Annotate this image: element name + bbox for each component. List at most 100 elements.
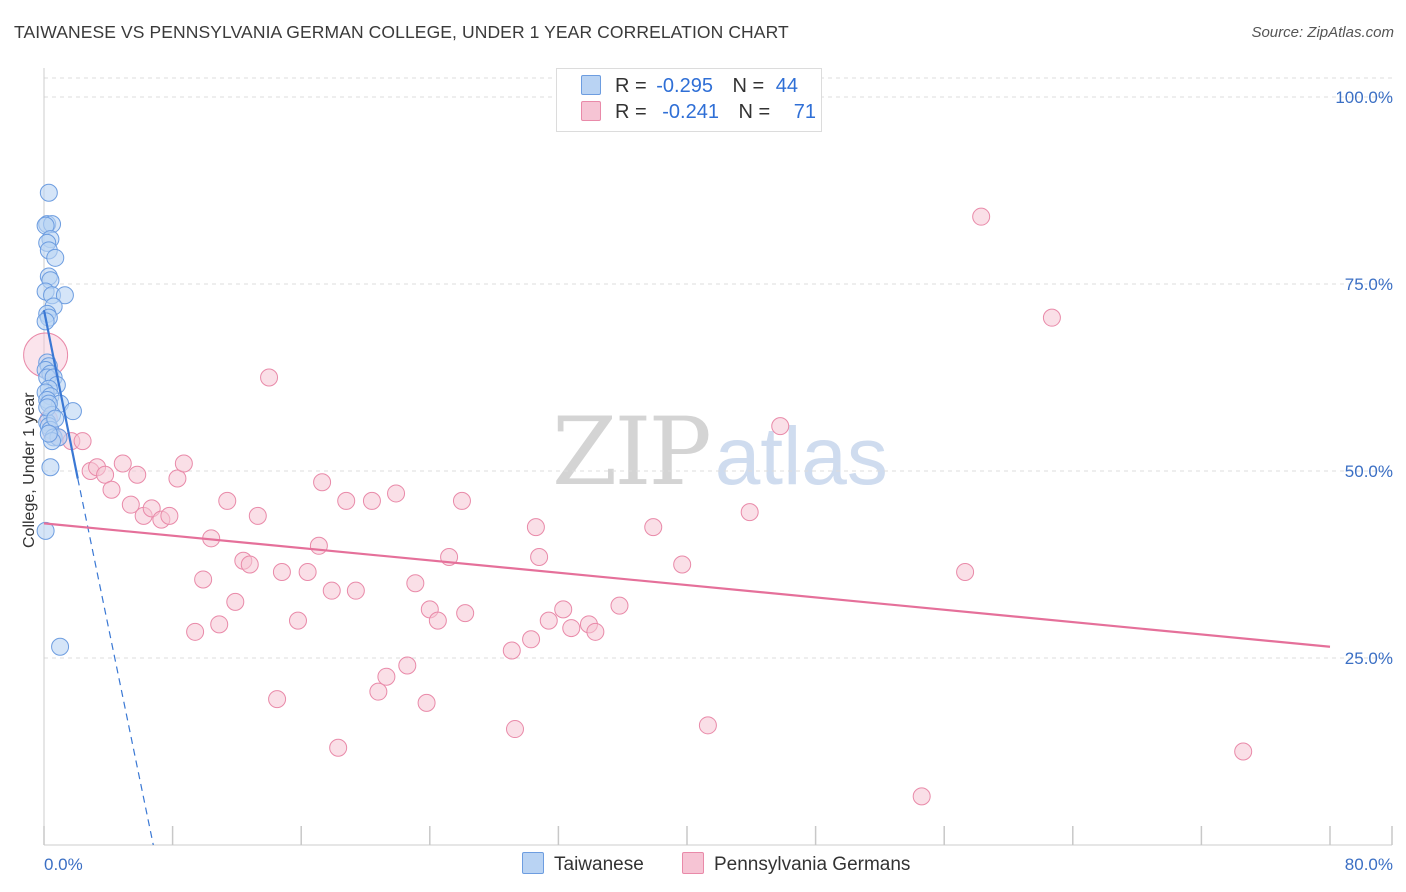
legend-r-value: -0.295: [656, 75, 713, 97]
pennsylvania-trend-line: [43, 522, 1331, 648]
pennsylvania-point: [673, 555, 692, 574]
pennsylvania-point: [377, 667, 396, 686]
pennsylvania-point: [128, 465, 147, 484]
taiwanese-points: [36, 183, 82, 656]
watermark: ZIPatlas: [552, 398, 888, 507]
pennsylvania-point: [562, 619, 581, 638]
pennsylvania-point: [337, 491, 356, 510]
pennsylvania-point: [406, 574, 425, 593]
pennsylvania-point: [610, 596, 629, 615]
pennsylvania-point: [272, 562, 291, 581]
taiwanese-point: [36, 521, 55, 540]
pennsylvania-point: [362, 491, 381, 510]
bottom-legend-taiwanese: Taiwanese: [522, 852, 644, 876]
bottom-label-pennsylvania: Pennsylvania Germans: [714, 854, 911, 875]
legend-swatch-pennsylvania: [581, 101, 601, 121]
pennsylvania-point: [96, 465, 115, 484]
x-tick-label: 80.0%: [1345, 855, 1393, 874]
pennsylvania-point: [260, 368, 279, 387]
pennsylvania-point: [530, 548, 549, 567]
pennsylvania-point: [505, 720, 524, 739]
watermark-zip: ZIP: [552, 398, 712, 507]
pennsylvania-point: [740, 503, 759, 522]
legend-r-value: -0.241: [662, 101, 719, 123]
pennsylvania-point: [387, 484, 406, 503]
pennsylvania-point: [554, 600, 573, 619]
pennsylvania-point: [502, 641, 521, 660]
pennsylvania-point: [186, 622, 205, 641]
chart-title: TAIWANESE VS PENNSYLVANIA GERMAN COLLEGE…: [14, 22, 789, 42]
pennsylvania-point: [956, 562, 975, 581]
pennsylvania-point: [1042, 308, 1061, 327]
legend-swatch-taiwanese: [581, 75, 601, 95]
y-tick-label: 100.0%: [1335, 88, 1393, 107]
pennsylvania-point: [268, 690, 287, 709]
legend-n-label: N =: [738, 101, 771, 123]
pennsylvania-point: [539, 611, 558, 630]
pennsylvania-point: [313, 473, 332, 492]
bottom-label-taiwanese: Taiwanese: [554, 854, 644, 875]
pennsylvania-point: [329, 738, 348, 757]
taiwanese-trend-extension: [77, 478, 154, 846]
pennsylvania-point: [398, 656, 417, 675]
pennsylvania-points: [23, 207, 1253, 806]
pennsylvania-point: [912, 787, 931, 806]
pennsylvania-point: [248, 506, 267, 525]
pennsylvania-point: [113, 454, 132, 473]
legend-n-value: 44: [775, 75, 799, 97]
pennsylvania-point: [428, 611, 447, 630]
taiwanese-point: [41, 458, 60, 477]
correlation-legend: R = -0.295 N = 44 R = -0.241 N = 71: [556, 68, 822, 132]
y-tick-label: 25.0%: [1345, 649, 1393, 668]
y-tick-label: 50.0%: [1345, 462, 1393, 481]
pennsylvania-point: [218, 491, 237, 510]
legend-row-taiwanese: R = -0.295 N = 44: [581, 75, 798, 101]
pennsylvania-point: [771, 417, 790, 436]
bottom-legend-pennsylvania: Pennsylvania Germans: [682, 852, 910, 876]
y-tick-label: 75.0%: [1345, 275, 1393, 294]
pennsylvania-point: [972, 207, 991, 226]
trend-lines: [42, 309, 1331, 846]
pennsylvania-point: [526, 518, 545, 537]
taiwanese-point: [63, 402, 82, 421]
pennsylvania-point: [522, 630, 541, 649]
pennsylvania-point: [160, 506, 179, 525]
pennsylvania-point: [417, 693, 436, 712]
pennsylvania-point: [369, 682, 388, 701]
legend-row-pennsylvania: R = -0.241 N = 71: [581, 101, 816, 127]
pennsylvania-point: [288, 611, 307, 630]
pennsylvania-point: [174, 454, 193, 473]
taiwanese-point: [39, 424, 58, 443]
x-tick-label: 0.0%: [44, 855, 83, 874]
pennsylvania-point: [121, 495, 140, 514]
y-axis-title: College, Under 1 year: [21, 392, 38, 548]
pennsylvania-point: [73, 432, 92, 451]
pennsylvania-point: [586, 622, 605, 641]
taiwanese-point: [46, 409, 65, 428]
taiwanese-point: [39, 183, 58, 202]
pennsylvania-point: [644, 518, 663, 537]
pennsylvania-point: [226, 592, 245, 611]
pennsylvania-point: [168, 469, 187, 488]
pennsylvania-point: [456, 604, 475, 623]
legend-r-label: R =: [615, 101, 647, 123]
pennsylvania-point: [309, 536, 328, 555]
pennsylvania-point: [210, 615, 229, 634]
pennsylvania-point: [322, 581, 341, 600]
pennsylvania-point: [1234, 742, 1253, 761]
taiwanese-point: [55, 286, 74, 305]
axes: [43, 68, 1393, 846]
taiwanese-trend-line: [42, 309, 79, 479]
watermark-atlas: atlas: [714, 411, 888, 502]
bottom-swatch-taiwanese: [522, 852, 544, 874]
bottom-swatch-pennsylvania: [682, 852, 704, 874]
axis-labels: 100.0% 75.0% 50.0% 25.0% 0.0% 80.0% College, U…: [21, 88, 1393, 874]
pennsylvania-point: [240, 555, 259, 574]
pennsylvania-point: [102, 480, 121, 499]
pennsylvania-point: [298, 562, 317, 581]
legend-n-label: N =: [732, 75, 765, 97]
taiwanese-point: [51, 637, 70, 656]
legend-n-value: 71: [793, 101, 817, 123]
taiwanese-point: [46, 248, 65, 267]
